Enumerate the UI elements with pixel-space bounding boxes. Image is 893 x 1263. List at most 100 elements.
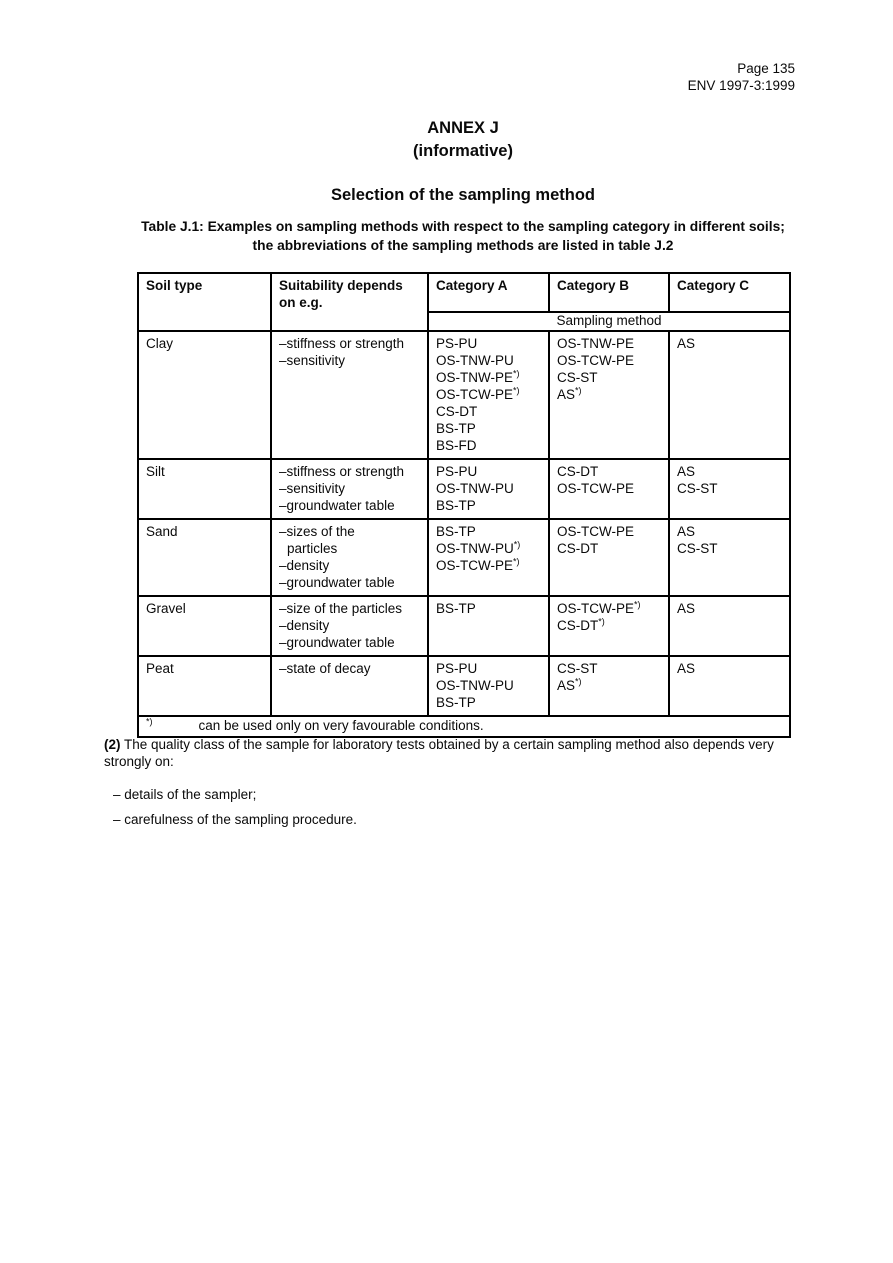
cell-line: AS <box>677 661 696 676</box>
cell-line: Peat <box>146 661 174 676</box>
cell-line: BS-TP <box>436 601 476 616</box>
cell-line: AS <box>677 601 696 616</box>
cell-line: –density <box>279 618 330 633</box>
cell-suitability: –sizes of the particles –density –groundwat… <box>270 518 429 597</box>
cell-line: Gravel <box>146 601 186 616</box>
cell-line: PS-PU <box>436 336 478 351</box>
cell-line: Clay <box>146 336 174 351</box>
table-row-silt: Silt –stiffness or strength –sensitivity –g… <box>137 458 791 520</box>
cell-category-a: BS-TP <box>427 595 550 657</box>
cell-category-a: PS-PU OS-TNW-PU OS-TNW-PE*) OS-TCW-PE*) CS-D… <box>427 330 550 460</box>
cell-line: –density <box>279 558 330 573</box>
cell-soil-type: Peat <box>137 655 272 717</box>
column-header-category-a: Category A <box>427 272 550 313</box>
subheader-row: Sampling method <box>138 311 791 332</box>
cell-line: –sizes of the <box>279 524 355 539</box>
cell-line: –stiffness or strength <box>279 336 405 351</box>
cell-line: CS-ST <box>677 541 718 556</box>
footnote-marker: *) <box>513 556 520 567</box>
cell-line: OS-TNW-PE*) <box>436 368 520 385</box>
cell-line: CS-ST <box>677 481 718 496</box>
footnote-marker: *) <box>575 676 582 687</box>
paragraph-2: (2) The quality class of the sample for … <box>104 736 796 770</box>
cell-soil-type: Gravel <box>137 595 272 657</box>
cell-category-b: OS-TCW-PE*) CS-DT*) <box>548 595 670 657</box>
column-header-row: Soil type Suitability depends on e.g. Ca… <box>137 272 791 332</box>
table-row-peat: Peat –state of decay PS-PU OS-TNW-PU BS-TP CS… <box>137 655 791 717</box>
cell-line: –sensitivity <box>279 353 346 368</box>
cell-line: AS <box>677 464 696 479</box>
table-caption: Table J.1: Examples on sampling methods … <box>141 219 785 253</box>
footnote-marker: *) <box>513 368 520 379</box>
titles-block: ANNEX J (informative) Selection of the s… <box>137 118 789 205</box>
cell-line: OS-TNW-PE <box>557 336 634 351</box>
cell-line: particles <box>287 541 338 556</box>
cell-line: –sensitivity <box>279 481 346 496</box>
footnote-marker: *) <box>513 385 520 396</box>
cell-category-c: AS <box>668 655 791 717</box>
cell-line: AS*) <box>557 385 582 402</box>
footnote-text: can be used only on very favourable cond… <box>198 718 484 733</box>
cell-line: CS-ST <box>557 370 598 385</box>
cell-line: BS-TP <box>436 524 476 539</box>
cell-line: –stiffness or strength <box>279 464 405 479</box>
table-body: Clay –stiffness or strength –sensitivity PS… <box>137 330 791 717</box>
footnote-row: *) can be used only on very favourable co… <box>137 715 791 738</box>
table-row-clay: Clay –stiffness or strength –sensitivity PS… <box>137 330 791 460</box>
cell-line: BS-TP <box>436 421 476 436</box>
cell-category-c: AS <box>668 330 791 460</box>
column-header-suitability: Suitability depends on e.g. <box>270 272 429 332</box>
cell-line: BS-TP <box>436 498 476 513</box>
cell-line: OS-TNW-PU <box>436 481 514 496</box>
cell-line: OS-TCW-PE*) <box>436 385 520 402</box>
section-title: Selection of the sampling method <box>330 185 596 204</box>
cell-line: –groundwater table <box>279 635 395 650</box>
cell-line: OS-TCW-PE*) <box>436 556 520 573</box>
column-header-category-c: Category C <box>668 272 791 313</box>
cell-line: OS-TCW-PE <box>557 524 634 539</box>
page-header: Page 135 ENV 1997-3:1999 <box>688 60 795 94</box>
cell-soil-type: Sand <box>137 518 272 597</box>
cell-category-b: CS-ST AS*) <box>548 655 670 717</box>
standard-reference: ENV 1997-3:1999 <box>687 78 795 93</box>
column-header-category-b: Category B <box>548 272 670 313</box>
paragraph-2-text: The quality class of the sample for labo… <box>104 736 774 769</box>
cell-line: Silt <box>146 464 165 479</box>
cell-category-b: CS-DT OS-TCW-PE <box>548 458 670 520</box>
table-row-gravel: Gravel –size of the particles –density –gro… <box>137 595 791 657</box>
annex-title: ANNEX J <box>427 119 499 137</box>
footnote-marker: *) <box>575 385 582 396</box>
cell-line: BS-TP <box>436 695 476 710</box>
footnote-marker: *) <box>513 539 521 550</box>
cell-category-b: OS-TNW-PE OS-TCW-PE CS-ST AS*) <box>548 330 670 460</box>
column-header-soil-type: Soil type <box>137 272 272 332</box>
cell-line: CS-DT <box>557 541 599 556</box>
cell-line: BS-FD <box>436 438 477 453</box>
cell-category-a: BS-TP OS-TNW-PU*) OS-TCW-PE*) <box>427 518 550 597</box>
cell-line: OS-TNW-PU <box>436 353 514 368</box>
cell-suitability: –state of decay <box>270 655 429 717</box>
cell-category-c: AS <box>668 595 791 657</box>
cell-line: CS-ST <box>557 661 598 676</box>
cell-line: CS-DT <box>557 464 599 479</box>
cell-line: OS-TCW-PE <box>557 481 634 496</box>
cell-category-a: PS-PU OS-TNW-PU BS-TP <box>427 458 550 520</box>
cell-line: CS-DT <box>436 404 478 419</box>
cell-line: OS-TCW-PE <box>557 353 634 368</box>
cell-suitability: –stiffness or strength –sensitivity <box>270 330 429 460</box>
sampling-methods-table: Soil type Suitability depends on e.g. Ca… <box>137 272 791 738</box>
cell-category-c: AS CS-ST <box>668 458 791 520</box>
cell-soil-type: Clay <box>137 330 272 460</box>
bullet-item: – carefulness of the sampling procedure. <box>113 812 357 827</box>
paragraph-2-label: (2) <box>104 736 121 752</box>
cell-category-c: AS CS-ST <box>668 518 791 597</box>
bullet-item: – details of the sampler; <box>113 787 257 802</box>
cell-soil-type: Silt <box>137 458 272 520</box>
cell-line: OS-TNW-PU*) <box>436 539 521 556</box>
footnote-marker: *) <box>634 599 641 610</box>
annex-subtitle: (informative) <box>413 141 513 160</box>
cell-line: –groundwater table <box>279 498 395 513</box>
cell-line: AS*) <box>557 676 582 693</box>
cell-line: CS-DT*) <box>557 616 605 633</box>
